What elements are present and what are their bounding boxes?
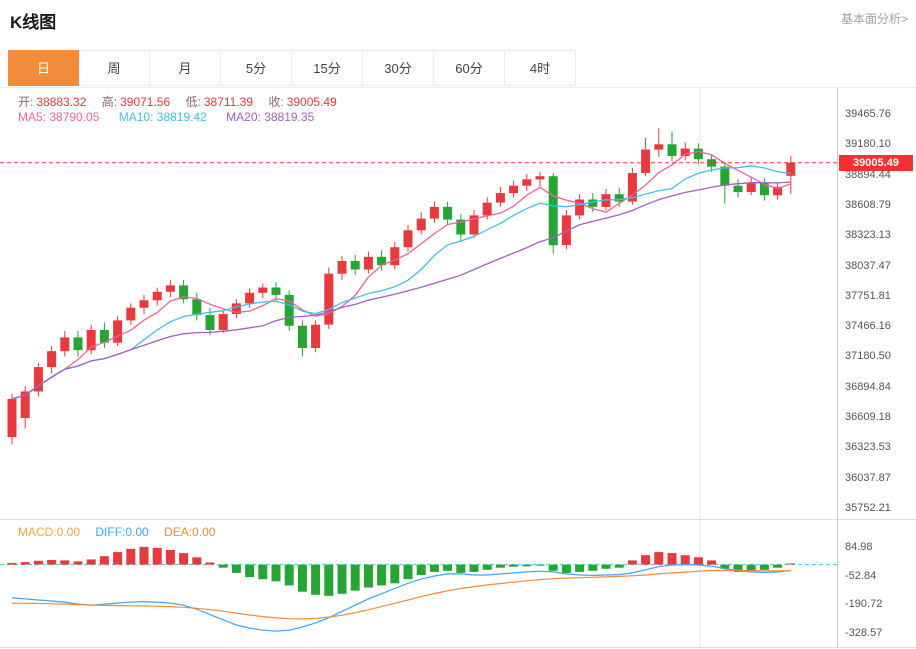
chart-area: 开: 38883.32 高: 39071.56 低: 38711.39 收: 39005… [0, 87, 916, 648]
macd-axis-tick: 84.98 [845, 541, 873, 553]
price-axis-tick: 39180.10 [845, 138, 891, 150]
price-axis-tick: 37751.81 [845, 290, 891, 302]
tab-日[interactable]: 日 [8, 50, 79, 86]
tab-周[interactable]: 周 [79, 50, 150, 86]
ma5-value: MA5: 38790.05 [18, 110, 100, 124]
candlestick-chart[interactable] [0, 88, 837, 520]
page-header: K线图 基本面分析> [0, 0, 916, 50]
high-label: 高: [101, 95, 118, 109]
ma10-value: MA10: 38819.42 [118, 110, 207, 124]
macd-axis-tick: -328.57 [845, 627, 883, 639]
price-axis-tick: 36323.53 [845, 441, 891, 453]
price-axis: 39465.76 39180.10 38894.44 38608.79 38323.13… [837, 88, 916, 647]
panel-divider [0, 519, 916, 520]
price-axis-tick: 38608.79 [845, 199, 891, 211]
low-value: 38711.39 [203, 95, 254, 109]
fundamental-analysis-link[interactable]: 基本面分析> [840, 12, 908, 26]
tab-月[interactable]: 月 [150, 50, 221, 86]
tab-15分[interactable]: 15分 [292, 50, 363, 86]
price-axis-tick: 38323.13 [845, 229, 891, 241]
diff-value: DIFF:0.00 [95, 525, 149, 539]
tab-30分[interactable]: 30分 [363, 50, 434, 86]
price-axis-tick: 37180.50 [845, 350, 891, 362]
high-value: 39071.56 [120, 95, 171, 109]
macd-legend: MACD:0.00 DIFF:0.00 DEA:0.00 [18, 525, 215, 539]
price-axis-tick: 38894.44 [845, 169, 891, 181]
low-label: 低: [185, 95, 201, 109]
macd-axis-tick: -52.84 [845, 570, 877, 582]
close-label: 收: [268, 95, 284, 109]
price-axis-tick: 37466.16 [845, 320, 891, 332]
open-label: 开: [18, 95, 34, 109]
price-axis-tick: 39465.76 [845, 108, 891, 120]
price-axis-tick: 36037.87 [845, 472, 891, 484]
tab-60分[interactable]: 60分 [434, 50, 505, 86]
page-title: K线图 [10, 13, 57, 32]
timeframe-tabs: 日周月 5分 15分 30分 60分 4时 [0, 50, 916, 87]
close-value: 39005.49 [286, 95, 337, 109]
tab-4时[interactable]: 4时 [505, 50, 576, 86]
dea-value: DEA:0.00 [164, 525, 216, 539]
price-axis-tick: 36894.84 [845, 381, 891, 393]
price-axis-tick: 35752.21 [845, 502, 891, 514]
ohlc-info: 开: 38883.32 高: 39071.56 低: 38711.39 收: 39005… [18, 93, 349, 110]
price-axis-tick: 36609.18 [845, 411, 891, 423]
current-price-tag: 39005.49 [839, 155, 913, 171]
ma20-value: MA20: 38819.35 [226, 110, 315, 124]
macd-chart[interactable] [0, 520, 837, 647]
open-value: 38883.32 [36, 95, 87, 109]
tab-5分[interactable]: 5分 [221, 50, 292, 86]
price-axis-tick: 38037.47 [845, 260, 891, 272]
ma-legend: MA5: 38790.05 MA10: 38819.42 MA20: 38819… [18, 110, 330, 124]
macd-axis-tick: -190.72 [845, 598, 883, 610]
macd-value: MACD:0.00 [18, 525, 81, 539]
